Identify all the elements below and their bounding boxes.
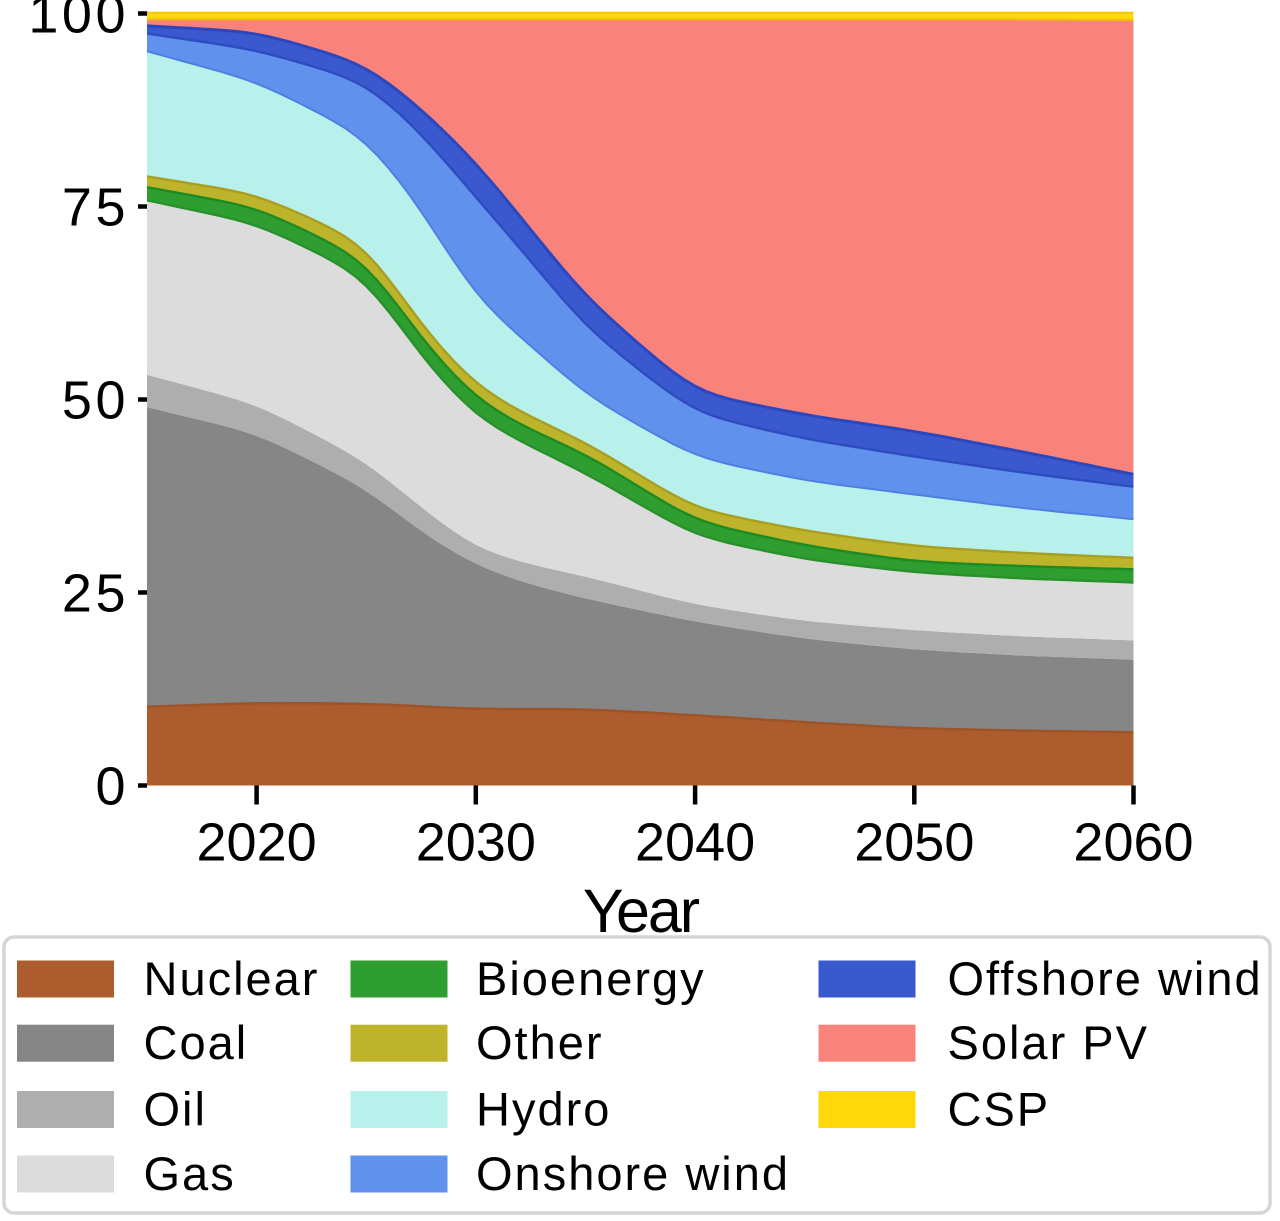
svg-text:0: 0 — [95, 757, 129, 817]
svg-text:Solar PV: Solar PV — [948, 1016, 1149, 1069]
svg-text:Gas: Gas — [144, 1147, 236, 1200]
svg-text:Offshore wind: Offshore wind — [948, 952, 1263, 1005]
svg-text:Coal: Coal — [144, 1016, 249, 1069]
svg-text:2050: 2050 — [854, 813, 974, 873]
svg-text:50: 50 — [62, 371, 129, 431]
svg-text:2040: 2040 — [635, 813, 755, 873]
svg-text:Hydro: Hydro — [476, 1083, 611, 1136]
svg-text:CSP: CSP — [948, 1083, 1051, 1136]
svg-text:2060: 2060 — [1073, 813, 1193, 873]
svg-text:Onshore wind: Onshore wind — [476, 1147, 790, 1200]
svg-text:75: 75 — [62, 178, 129, 238]
svg-text:Other: Other — [476, 1016, 604, 1069]
svg-text:Nuclear: Nuclear — [144, 952, 320, 1005]
svg-text:Year: Year — [583, 877, 700, 945]
svg-text:25: 25 — [62, 564, 129, 624]
svg-text:Bioenergy: Bioenergy — [476, 952, 706, 1005]
svg-text:Oil: Oil — [144, 1083, 207, 1136]
svg-text:2030: 2030 — [416, 813, 536, 873]
svg-text:2020: 2020 — [197, 813, 317, 873]
svg-text:100: 100 — [28, 0, 129, 45]
